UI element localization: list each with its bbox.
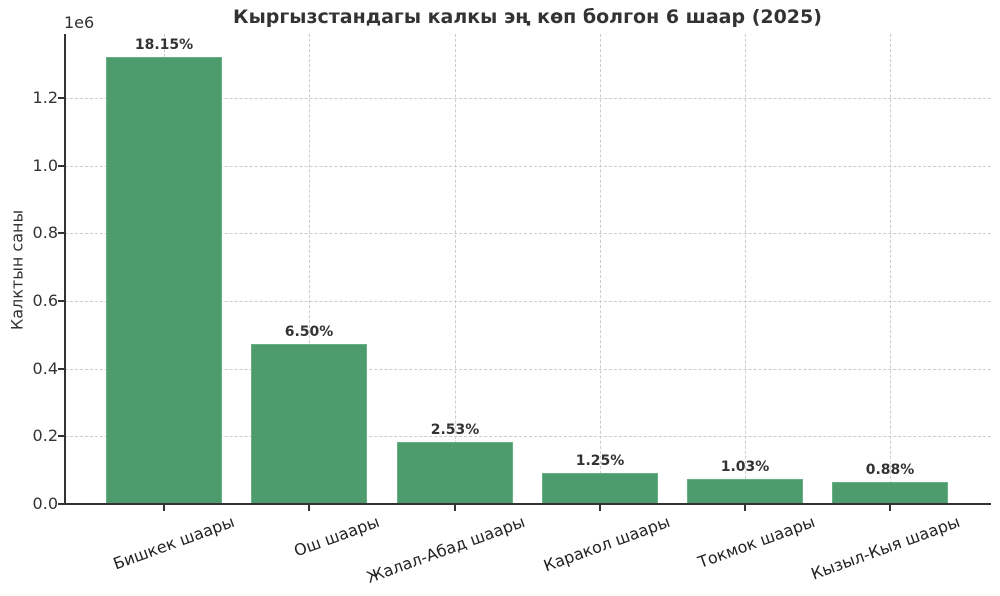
- y-tick-mark: [58, 435, 64, 438]
- y-tick-label: 0.6: [32, 290, 58, 310]
- x-gridline: [455, 34, 456, 504]
- x-tick-label: Жалал-Абад шаары: [364, 512, 528, 587]
- bar: [832, 482, 948, 504]
- x-tick-label: Кызыл-Кыя шаары: [808, 512, 963, 584]
- x-tick-mark: [163, 505, 165, 511]
- bar-value-label: 0.88%: [865, 462, 915, 479]
- x-gridline: [745, 34, 746, 504]
- x-tick-label: Токмок шаары: [695, 512, 818, 572]
- bar: [542, 473, 658, 504]
- y-tick-mark: [58, 164, 64, 167]
- x-tick-mark: [308, 505, 310, 511]
- bar: [251, 343, 367, 504]
- x-tick-label: Каракол шаары: [541, 512, 673, 576]
- y-gridline: [65, 233, 991, 235]
- y-tick-mark: [58, 299, 64, 302]
- x-axis-line: [64, 503, 991, 505]
- x-gridline: [890, 34, 891, 504]
- bar-value-label: 1.25%: [575, 453, 625, 470]
- x-tick-mark: [889, 505, 891, 511]
- y-tick-label: 0.8: [32, 223, 58, 243]
- y-gridline: [65, 436, 991, 438]
- bar-value-label: 2.53%: [430, 421, 480, 438]
- chart-title: Кыргызстандагы калкы эң көп болгон 6 шаа…: [233, 6, 822, 28]
- y-tick-label: 0.0: [32, 494, 58, 513]
- x-tick-mark: [744, 505, 746, 511]
- x-gridline: [309, 34, 310, 504]
- y-tick-mark: [58, 503, 64, 505]
- y-tick-mark: [58, 96, 64, 99]
- bar-value-label: 1.03%: [720, 458, 770, 475]
- bar: [106, 57, 222, 504]
- y-tick-label: 1.2: [32, 87, 58, 107]
- y-axis-line: [64, 34, 66, 505]
- y-axis-label: Калктын саны: [7, 209, 27, 331]
- bar: [397, 441, 513, 504]
- y-gridline: [65, 300, 991, 302]
- x-gridline: [600, 34, 601, 504]
- y-tick-label: 0.2: [32, 426, 58, 446]
- y-gridline: [65, 97, 991, 99]
- x-tick-mark: [454, 505, 456, 511]
- y-gridline: [65, 165, 991, 167]
- y-tick-mark: [58, 232, 64, 235]
- bar-value-label: 18.15%: [134, 37, 194, 54]
- x-tick-mark: [599, 505, 601, 511]
- y-tick-label: 0.4: [32, 358, 58, 378]
- x-tick-label: Ош шаары: [291, 512, 382, 561]
- bar: [687, 478, 803, 504]
- x-tick-label: Бишкек шаары: [110, 512, 237, 574]
- y-offset-label: 1e6: [64, 13, 95, 32]
- y-gridline: [65, 368, 991, 370]
- bar-value-label: 6.50%: [284, 323, 334, 340]
- y-tick-mark: [58, 367, 64, 370]
- y-tick-label: 1.0: [32, 155, 58, 175]
